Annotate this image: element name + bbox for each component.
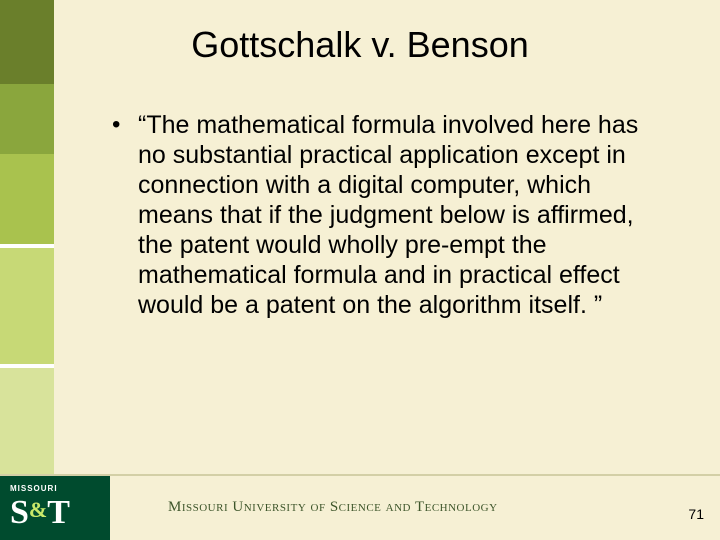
university-name: Missouri University of Science and Techn…	[168, 499, 498, 516]
slide-body: • “The mathematical formula involved her…	[110, 110, 650, 320]
footer: MISSOURI S&T Missouri University of Scie…	[0, 474, 720, 540]
logo-ampersand: &	[29, 497, 47, 522]
sidebar-band	[0, 248, 54, 364]
logo-letter-s: S	[10, 494, 29, 531]
logo-abbrev: S&T	[10, 494, 70, 532]
bullet-item: • “The mathematical formula involved her…	[110, 110, 650, 320]
logo-letter-t: T	[47, 494, 70, 531]
bullet-marker: •	[110, 110, 138, 140]
logo-small-text: MISSOURI	[10, 484, 58, 493]
sidebar-decorative-bands	[0, 0, 54, 540]
sidebar-band	[0, 368, 54, 476]
page-number: 71	[688, 506, 704, 522]
slide: Gottschalk v. Benson • “The mathematical…	[0, 0, 720, 540]
slide-title: Gottschalk v. Benson	[0, 24, 720, 66]
sidebar-band	[0, 154, 54, 244]
sidebar-band	[0, 84, 54, 154]
bullet-text: “The mathematical formula involved here …	[138, 110, 650, 320]
university-logo: MISSOURI S&T	[0, 476, 110, 540]
